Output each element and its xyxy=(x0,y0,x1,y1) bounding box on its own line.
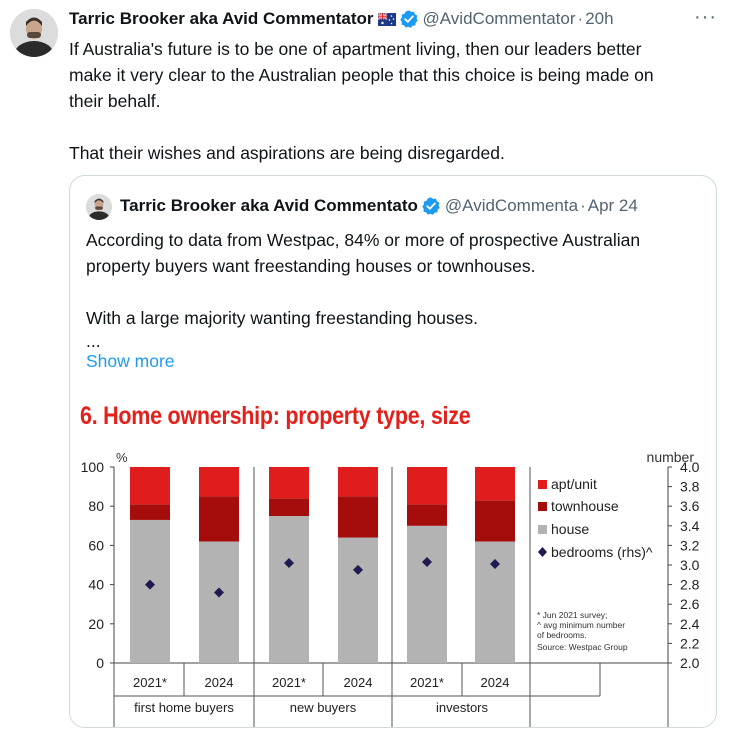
tweet-timestamp[interactable]: 20h xyxy=(585,9,614,28)
y-tick-label: 40 xyxy=(88,577,104,593)
y-tick-label: 20 xyxy=(88,616,104,632)
footnote: Source: Westpac Group xyxy=(537,642,628,652)
quoted-text-line: With a large majority wanting freestandi… xyxy=(86,308,479,328)
bedrooms-marker xyxy=(145,579,155,590)
bedrooms-marker xyxy=(422,557,432,568)
author-handle[interactable]: @AvidCommentator xyxy=(422,9,576,28)
show-more-link[interactable]: Show more xyxy=(86,351,175,371)
x-tick-label: 2024 xyxy=(205,675,234,690)
footnote: * Jun 2021 survey; xyxy=(537,610,607,620)
bar-apt-unit xyxy=(130,467,170,505)
bar-house xyxy=(269,516,309,663)
quoted-tweet-text: According to data from Westpac, 84% or m… xyxy=(86,227,706,351)
bedrooms-marker xyxy=(353,564,363,575)
tweet-text: If Australia's future is to be one of ap… xyxy=(69,36,719,166)
bar-house xyxy=(130,519,170,663)
footnote: of bedrooms. xyxy=(537,630,587,640)
legend-townhouse: townhouse xyxy=(551,498,619,514)
bar-townhouse xyxy=(269,498,309,516)
footnote: ^ avg minimum number xyxy=(537,620,625,630)
group-label: first home buyers xyxy=(134,700,234,715)
chart-svg: % number 0 20 40 60 80 100 2.0 2.2 2.4 2.6 2.8 3.0 3… xyxy=(81,449,700,727)
tweet-header: Tarric Brooker aka Avid Commentator @Avi… xyxy=(69,8,614,30)
y2-tick-label: 3.6 xyxy=(680,498,700,514)
quoted-tweet-header: Tarric Brooker aka Avid Commentato @Avid… xyxy=(120,195,638,217)
y-tick-label: 60 xyxy=(88,537,104,553)
y2-tick-label: 2.0 xyxy=(680,655,700,671)
verified-badge-icon xyxy=(399,10,418,28)
tweet-text-line: If Australia's future is to be one of ap… xyxy=(69,39,642,59)
author-avatar[interactable] xyxy=(10,9,58,57)
author-name[interactable]: Tarric Brooker aka Avid Commentator xyxy=(69,9,374,28)
y-tick-label: 100 xyxy=(81,459,105,475)
quoted-author-avatar xyxy=(86,194,112,220)
bar-house xyxy=(338,537,378,663)
bar-apt-unit xyxy=(199,467,239,497)
bedrooms-marker xyxy=(214,587,224,598)
bar-apt-unit xyxy=(475,467,515,501)
legend-townhouse-swatch xyxy=(538,502,547,511)
tweet-text-line: That their wishes and aspirations are be… xyxy=(69,143,505,163)
legend-house-swatch xyxy=(538,525,547,534)
x-tick-label: 2021* xyxy=(133,675,167,690)
bedrooms-marker xyxy=(490,559,500,570)
quoted-text-ellipsis: ... xyxy=(86,331,101,351)
y2-tick-label: 3.4 xyxy=(680,518,700,534)
chart-image[interactable]: 6. Home ownership: property type, size %… xyxy=(70,396,716,727)
bedrooms-marker xyxy=(284,558,294,569)
left-axis-unit: % xyxy=(116,450,128,465)
y-tick-label: 80 xyxy=(88,498,104,514)
right-axis-unit: number xyxy=(647,449,695,465)
separator-dot: · xyxy=(577,9,584,28)
x-tick-label: 2021* xyxy=(410,675,444,690)
legend-apt-unit: apt/unit xyxy=(551,476,597,492)
tweet-text-line: their behalf. xyxy=(69,91,161,111)
y2-tick-label: 2.2 xyxy=(680,635,700,651)
bar-apt-unit xyxy=(338,467,378,497)
quoted-author-handle: @AvidCommenta xyxy=(444,196,579,215)
quoted-tweet-card[interactable]: Tarric Brooker aka Avid Commentato @Avid… xyxy=(69,175,717,728)
verified-badge-icon xyxy=(422,197,440,215)
legend-bedrooms-swatch xyxy=(538,547,547,557)
y2-tick-label: 2.4 xyxy=(680,616,700,632)
bar-house xyxy=(199,541,239,663)
bar-townhouse xyxy=(199,496,239,542)
bar-house xyxy=(407,525,447,663)
quoted-text-line: According to data from Westpac, 84% or m… xyxy=(86,230,641,250)
tweet-text-line: make it very clear to the Australian peo… xyxy=(69,65,654,85)
bar-townhouse xyxy=(475,500,515,542)
bar-townhouse xyxy=(130,504,170,520)
y2-tick-label: 3.2 xyxy=(680,537,700,553)
chart-title: 6. Home ownership: property type, size xyxy=(80,402,471,430)
y2-tick-label: 3.0 xyxy=(680,557,700,573)
legend-apt-unit-swatch xyxy=(538,480,547,489)
x-tick-label: 2024 xyxy=(344,675,373,690)
group-label: new buyers xyxy=(290,700,357,715)
legend-house: house xyxy=(551,521,589,537)
group-label: investors xyxy=(436,700,489,715)
y2-tick-label: 2.8 xyxy=(680,577,700,593)
legend-bedrooms: bedrooms (rhs)^ xyxy=(551,544,653,560)
x-tick-label: 2024 xyxy=(481,675,510,690)
y2-tick-label: 2.6 xyxy=(680,596,700,612)
quoted-author-name: Tarric Brooker aka Avid Commentato xyxy=(120,196,418,215)
australia-flag-icon xyxy=(377,12,396,26)
separator-dot: · xyxy=(580,196,586,215)
x-tick-label: 2021* xyxy=(272,675,306,690)
bar-apt-unit xyxy=(269,467,309,499)
y-tick-label: 0 xyxy=(96,655,104,671)
y2-tick-label: 3.8 xyxy=(680,479,700,495)
more-options-icon[interactable]: ··· xyxy=(694,6,717,28)
bar-apt-unit xyxy=(407,467,447,505)
quoted-text-line: property buyers want freestanding houses… xyxy=(86,256,536,276)
y2-tick-label: 4.0 xyxy=(680,459,700,475)
bar-townhouse xyxy=(338,496,378,538)
quoted-tweet-timestamp: Apr 24 xyxy=(587,196,638,215)
bar-townhouse xyxy=(407,504,447,526)
